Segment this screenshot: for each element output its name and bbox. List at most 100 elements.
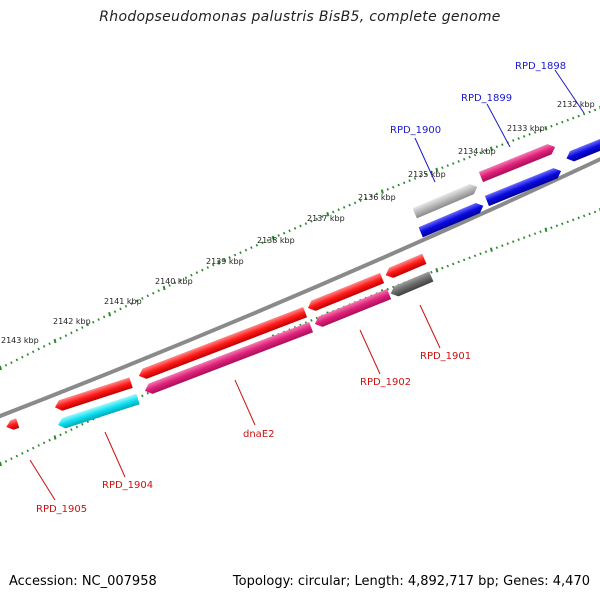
outer-tick <box>0 365 2 371</box>
outer-tick <box>75 328 79 332</box>
gene-dnae2-bottom[interactable] <box>143 321 314 396</box>
inner-tick <box>310 319 313 322</box>
outer-tick <box>593 108 597 112</box>
inner-tick <box>533 232 537 236</box>
outer-tick <box>201 268 204 272</box>
outer-tick <box>337 208 340 212</box>
outer-tick <box>321 215 324 218</box>
outer-tick <box>124 304 128 308</box>
outer-tick <box>501 143 504 147</box>
outer-tick <box>119 307 122 311</box>
leader-line <box>234 379 256 426</box>
outer-tick <box>572 116 575 120</box>
outer-tick <box>424 172 428 176</box>
outer-tick <box>42 345 46 348</box>
leader-line <box>419 304 441 349</box>
outer-tick <box>462 157 466 161</box>
outer-tick <box>550 124 553 128</box>
outer-tick <box>293 227 297 230</box>
inner-tick <box>446 264 449 268</box>
gene-rpd1901-top[interactable] <box>384 253 427 281</box>
inner-tick <box>462 258 466 262</box>
inner-tick <box>561 222 564 226</box>
kbp-label: 2139 kbp <box>206 257 244 266</box>
outer-tick <box>419 174 422 178</box>
outer-tick <box>146 294 149 298</box>
gene-rpd1900-bottom[interactable] <box>418 201 486 238</box>
outer-tick <box>135 299 139 303</box>
outer-tick-track <box>0 106 600 371</box>
gene-dnae2-top[interactable] <box>137 306 308 381</box>
inner-tick <box>441 266 444 270</box>
leader-line <box>29 459 56 501</box>
outer-tick <box>495 145 499 149</box>
outer-tick <box>26 353 29 356</box>
outer-tick <box>577 114 580 118</box>
inner-tick <box>539 230 542 234</box>
outer-tick <box>250 246 253 250</box>
kbp-label: 2137 kbp <box>307 214 345 223</box>
gene-features <box>5 138 600 431</box>
gene-rpd1902-bottom[interactable] <box>313 288 392 329</box>
outer-tick <box>255 243 259 247</box>
inner-tick <box>566 220 569 224</box>
outer-tick <box>479 151 482 155</box>
inner-tick <box>315 316 319 320</box>
outer-tick <box>282 231 286 235</box>
gene-rpd1900-top[interactable] <box>412 182 480 219</box>
outer-tick <box>452 162 455 165</box>
gene-rpd1901-bottom[interactable] <box>389 271 434 298</box>
gene-rpd1902-top[interactable] <box>306 272 385 313</box>
kbp-label: 2132 kbp <box>557 100 595 109</box>
outer-tick <box>102 315 106 319</box>
gene-label-rpd1904[interactable]: RPD_1904 <box>102 480 153 491</box>
inner-tick <box>582 214 586 218</box>
gene-rpd1904-top[interactable] <box>53 377 133 412</box>
outer-tick <box>108 311 112 317</box>
outer-tick <box>484 149 488 153</box>
outer-tick <box>130 302 133 306</box>
gene-rpd1898[interactable] <box>564 138 600 163</box>
kbp-label: 2141 kbp <box>104 297 142 306</box>
outer-tick <box>359 199 362 202</box>
outer-tick <box>222 258 226 262</box>
inner-tick <box>517 238 520 242</box>
gene-label-rpd1902[interactable]: RPD_1902 <box>360 377 411 388</box>
gene-label-dnae2[interactable]: dnaE2 <box>243 429 275 440</box>
gene-label-rpd1900[interactable]: RPD_1900 <box>390 125 441 136</box>
kbp-label: 2143 kbp <box>1 336 39 345</box>
outer-tick <box>304 222 308 225</box>
gene-rpd1899-top[interactable] <box>478 142 557 183</box>
gene-rpd1904-bottom[interactable] <box>56 393 140 430</box>
inner-tick <box>522 236 526 240</box>
inner-tick <box>506 242 509 246</box>
outer-tick <box>413 177 417 180</box>
inner-tick <box>15 454 19 458</box>
outer-tick <box>277 234 280 237</box>
gene-label-rpd1898[interactable]: RPD_1898 <box>515 61 566 72</box>
outer-tick <box>332 210 335 214</box>
gene-rpd1905-top[interactable] <box>5 418 20 431</box>
gene-label-rpd1901[interactable]: RPD_1901 <box>420 351 471 362</box>
inner-tick <box>544 227 548 232</box>
inner-tick <box>430 270 433 274</box>
inner-tick <box>141 394 144 398</box>
outer-tick <box>21 355 24 359</box>
inner-tick <box>386 287 389 291</box>
outer-tick <box>408 179 411 182</box>
gene-rpd1899-bottom[interactable] <box>484 166 563 207</box>
outer-tick <box>228 256 231 259</box>
inner-tick <box>501 244 504 248</box>
outer-tick <box>48 342 51 346</box>
outer-tick <box>261 241 264 245</box>
gene-label-rpd1899[interactable]: RPD_1899 <box>461 93 512 104</box>
outer-tick <box>195 271 199 274</box>
outer-tick <box>473 153 477 157</box>
outer-tick <box>446 164 449 167</box>
outer-tick <box>92 320 95 324</box>
inner-tick <box>452 262 455 266</box>
gene-label-rpd1905[interactable]: RPD_1905 <box>36 504 87 515</box>
inner-tick <box>577 216 580 220</box>
inner-tick <box>81 423 84 426</box>
outer-tick <box>157 289 160 292</box>
